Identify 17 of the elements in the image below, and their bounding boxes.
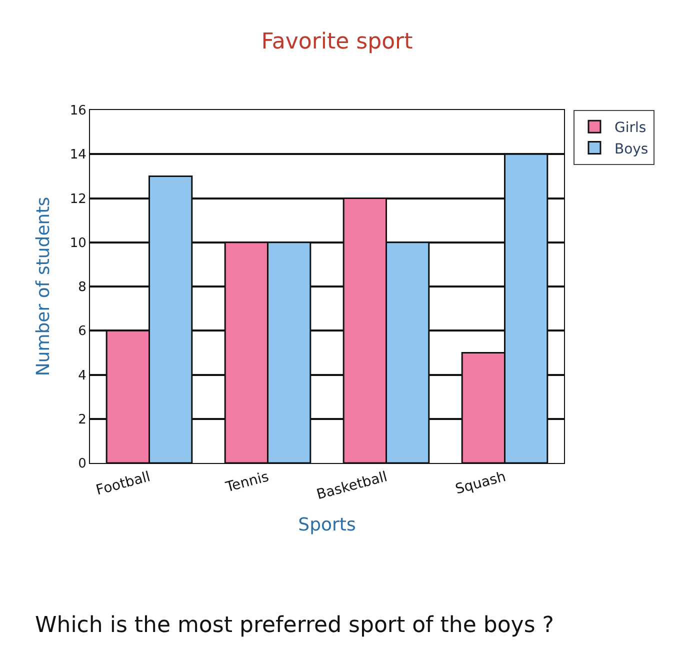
legend-label: Boys	[614, 141, 648, 158]
y-tick-label: 8	[78, 280, 86, 296]
x-tick-label: Tennis	[223, 468, 271, 496]
legend-label: Girls	[614, 120, 646, 136]
y-tick-label: 14	[70, 148, 86, 163]
text: Which is the most preferred sport of the boys ?	[35, 613, 554, 638]
y-tick-label: 0	[78, 456, 86, 472]
y-axis-title: Number of students	[33, 196, 54, 376]
y-tick-label: 16	[70, 104, 86, 119]
x-tick-label: Squash	[454, 468, 508, 498]
y-tick-label: 10	[70, 236, 86, 251]
chart-title: Favorite sport	[261, 30, 414, 55]
y-tick-label: 2	[78, 412, 86, 428]
y-tick-label: 4	[78, 368, 86, 384]
x-axis-title: Sports	[298, 514, 356, 536]
y-tick-label: 6	[78, 324, 86, 340]
y-tick-label: 12	[70, 192, 86, 207]
